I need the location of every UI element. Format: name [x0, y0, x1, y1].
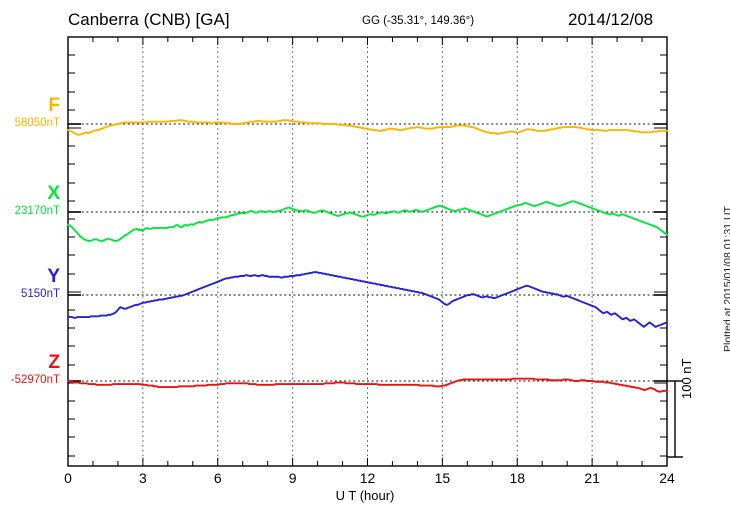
page-title: Canberra (CNB) [GA]	[68, 10, 230, 29]
x-tick-label: 3	[138, 470, 147, 486]
observation-date: 2014/12/08	[568, 10, 654, 29]
x-tick-label: 9	[288, 470, 297, 486]
component-baseline-x: 23170nT	[14, 205, 60, 217]
component-letter-f: F	[48, 95, 60, 116]
scale-bar-label: 100 nT	[679, 358, 694, 399]
component-baseline-f: 58050nT	[14, 117, 60, 129]
x-tick-label: 21	[584, 470, 600, 486]
trace-y	[67, 271, 668, 328]
trace-f	[67, 119, 668, 136]
component-letter-x: X	[47, 183, 60, 204]
trace-x	[67, 200, 668, 242]
x-tick-label: 0	[64, 470, 72, 486]
x-tick-label: 24	[659, 470, 675, 486]
trace-z	[67, 377, 668, 393]
component-letter-z: Z	[48, 352, 60, 373]
component-baseline-z: -52970nT	[10, 374, 60, 386]
x-axis-title: U T (hour)	[335, 488, 395, 503]
plotted-at-stamp: Plotted at 2015/01/08 01:31 UT	[722, 206, 730, 352]
geographic-coordinates: GG (-35.31°, 149.36°)	[362, 15, 475, 27]
x-tick-label: 6	[213, 470, 222, 486]
x-tick-label: 18	[509, 470, 526, 486]
component-letter-y: Y	[47, 266, 60, 287]
x-tick-label: 15	[434, 470, 451, 486]
plot-frame	[67, 36, 668, 467]
x-tick-label: 12	[359, 470, 376, 486]
component-baseline-y: 5150nT	[20, 288, 60, 300]
